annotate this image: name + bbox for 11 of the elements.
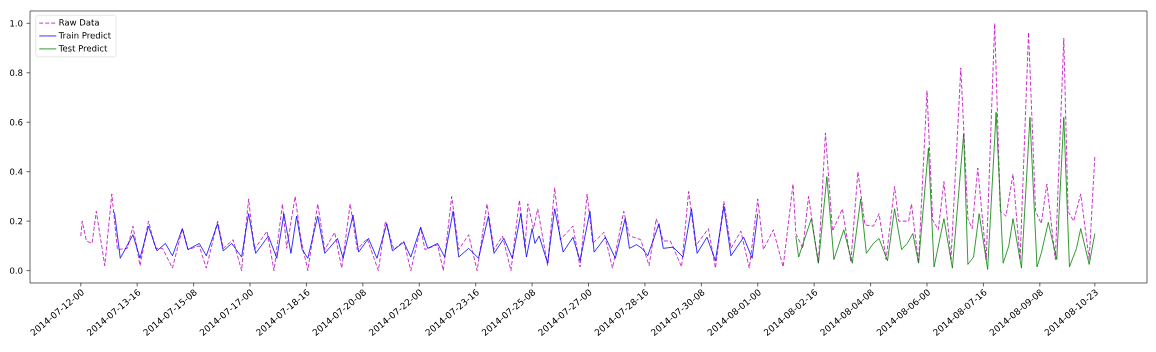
y-tick-label: 0.8 (10, 69, 23, 77)
y-tick-label: 0.6 (10, 119, 23, 126)
legend-label: Test Predict (58, 44, 108, 52)
y-tick-label: 0.0 (10, 267, 23, 274)
y-tick-label: 1.0 (10, 20, 23, 27)
legend-label: Train Predict (58, 31, 111, 39)
line-series (795, 111, 1096, 270)
y-tick-label: 0.2 (10, 217, 23, 225)
y-tick-label: 0.4 (10, 168, 23, 175)
line-series (112, 205, 759, 264)
legend-label: Raw Data (59, 19, 99, 26)
